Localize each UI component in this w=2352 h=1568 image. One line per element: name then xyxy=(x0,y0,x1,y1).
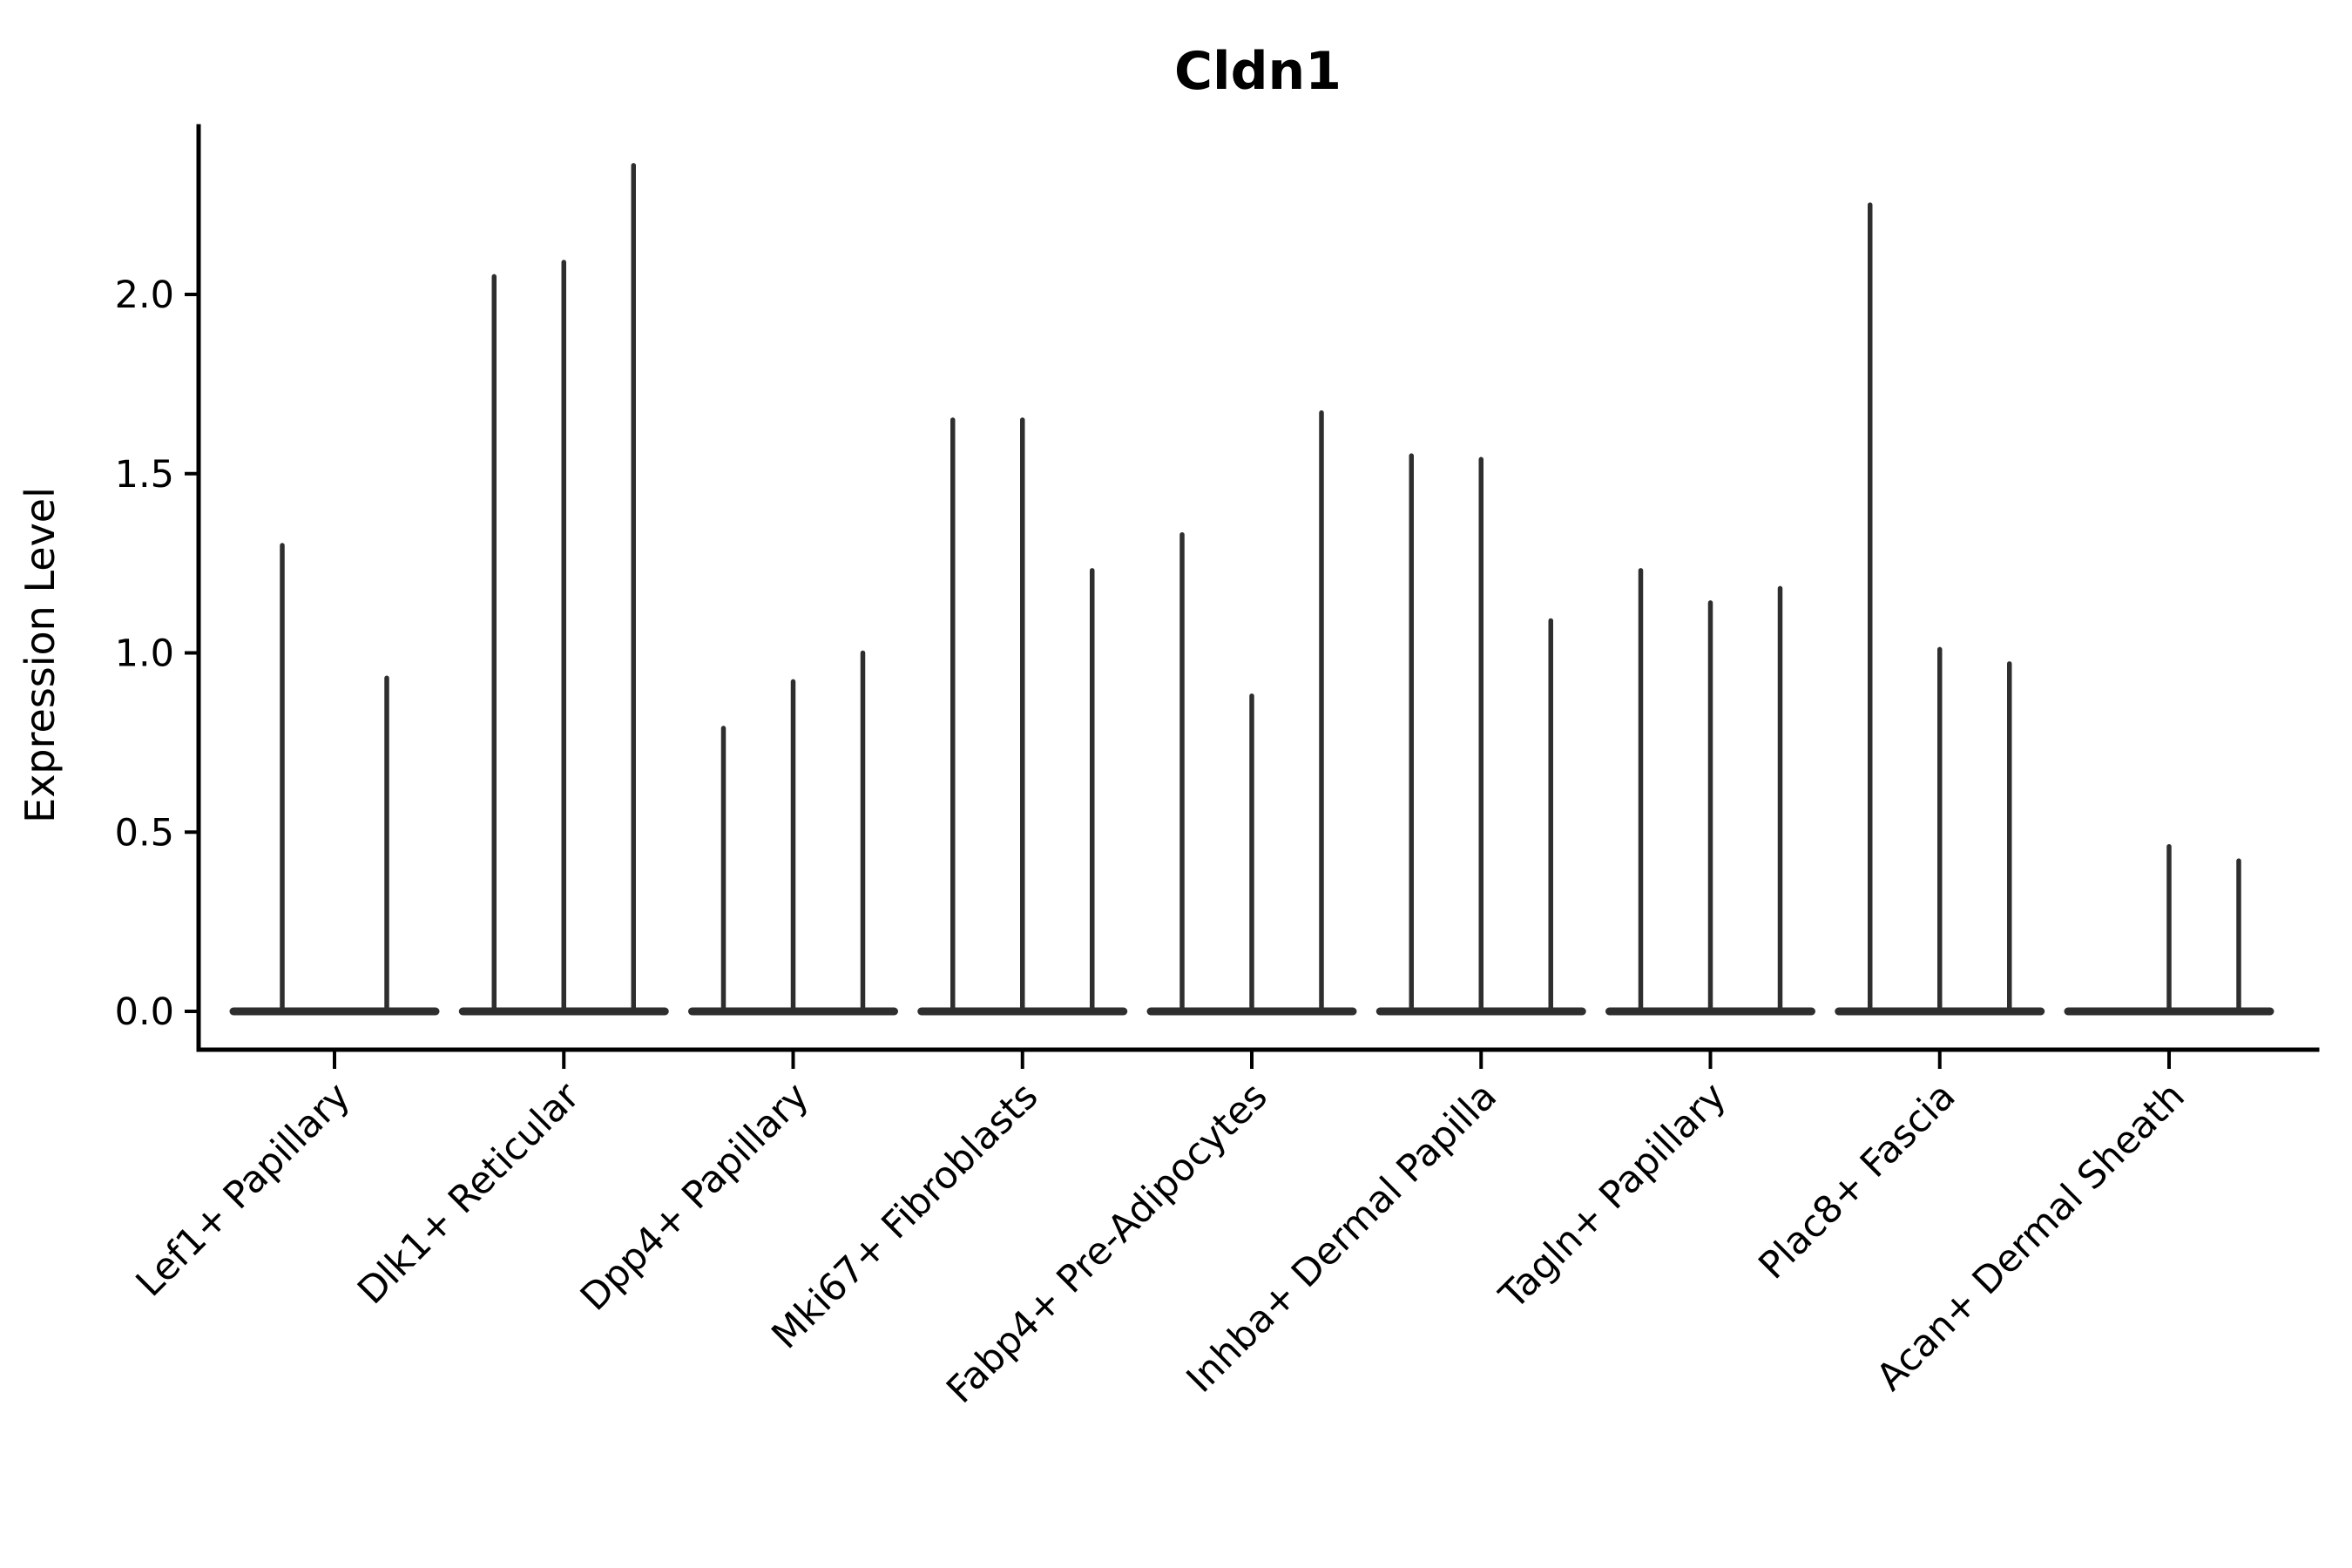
x-tick-label: Tagln+ Papillary xyxy=(1491,1074,1735,1318)
x-tick-label: Dlk1+ Reticular xyxy=(349,1074,588,1313)
violin-group xyxy=(229,543,440,1016)
chart-title: Cldn1 xyxy=(1174,41,1342,102)
y-tick-label: 0.0 xyxy=(115,990,174,1034)
y-axis-label: Expression Level xyxy=(17,487,64,823)
x-tick-label: Lef1+ Papillary xyxy=(128,1074,359,1305)
axes-spines xyxy=(196,124,2320,1052)
y-tick-label: 1.5 xyxy=(115,453,174,497)
y-tick-label: 1.0 xyxy=(115,632,174,676)
violin-group xyxy=(917,417,1128,1016)
violin-group xyxy=(458,163,669,1016)
violin-group xyxy=(688,650,898,1016)
x-tick-label: Plac8+ Fascia xyxy=(1751,1074,1964,1288)
violin-group xyxy=(1375,453,1586,1016)
y-tick-label: 0.5 xyxy=(115,811,174,855)
y-axis-ticks: 0.0 0.5 1.0 1.5 2.0 xyxy=(115,274,199,1034)
y-tick-label: 2.0 xyxy=(115,274,174,317)
violin-group xyxy=(1146,410,1357,1016)
x-tick-label: Dpp4+ Papillary xyxy=(572,1074,817,1319)
violin-group xyxy=(1605,568,1815,1016)
violins-layer xyxy=(229,163,2274,1016)
violin-group xyxy=(2064,843,2274,1016)
axes-spine-path xyxy=(196,124,2320,1052)
violin-group xyxy=(1835,202,2045,1016)
